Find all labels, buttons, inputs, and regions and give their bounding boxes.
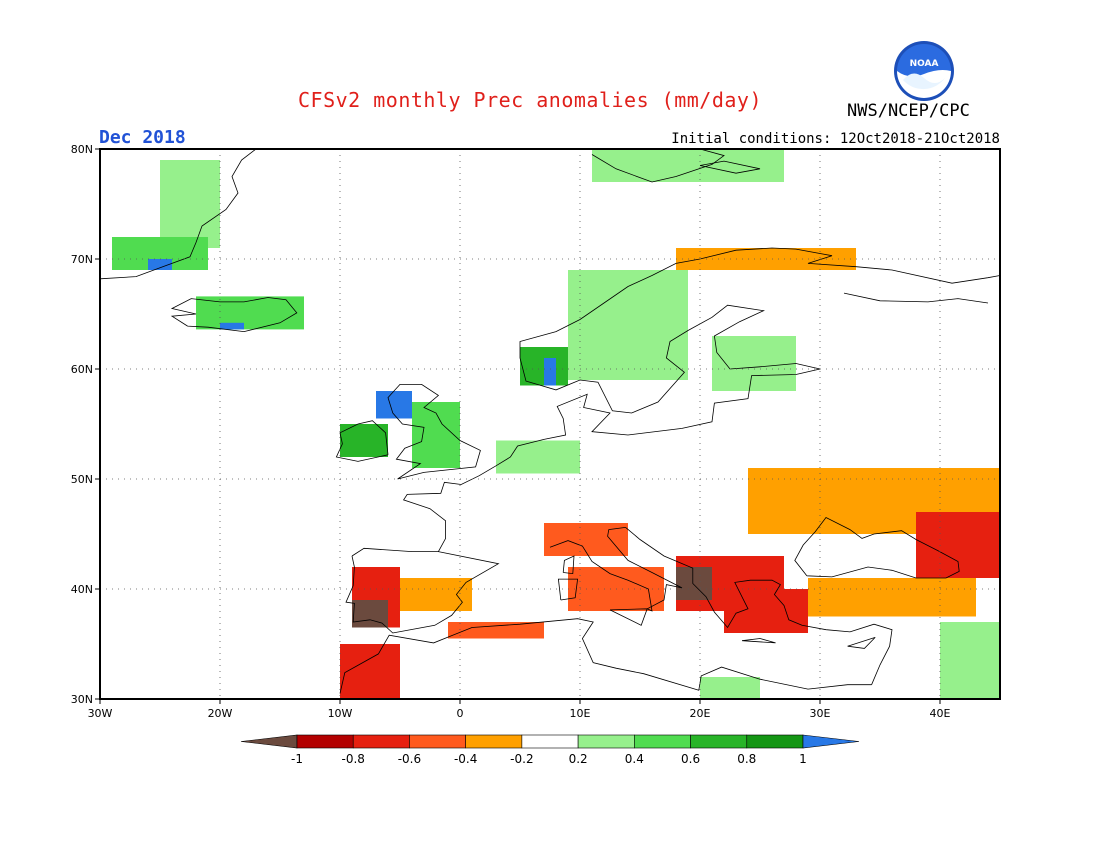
legend-label: -0.4 bbox=[454, 752, 477, 766]
coastline bbox=[843, 292, 989, 304]
coastline bbox=[591, 149, 725, 183]
coastline bbox=[999, 559, 1000, 561]
forecast-month: Dec 2018 bbox=[99, 127, 186, 148]
agency-label: NWS/NCEP/CPC bbox=[847, 101, 970, 121]
legend-swatch bbox=[690, 734, 748, 749]
legend-swatch bbox=[634, 734, 691, 749]
lat-tick-label: 70N bbox=[71, 253, 93, 266]
map-title: CFSv2 monthly Prec anomalies (mm/day) bbox=[297, 88, 763, 112]
coastline bbox=[100, 149, 257, 280]
lat-tick-label: 30N bbox=[71, 693, 93, 706]
anomaly-cell bbox=[544, 358, 556, 386]
coastline bbox=[557, 578, 579, 601]
anomaly-cell bbox=[448, 622, 544, 639]
coastlines bbox=[100, 149, 1000, 694]
legend-swatch bbox=[521, 734, 579, 749]
coastline bbox=[402, 368, 821, 552]
coastline bbox=[387, 384, 481, 480]
color-legend: -1 -0.8 -0.6 -0.4 -0.2 0.2 0.4 0.6 0.8 1 bbox=[240, 734, 860, 766]
anomaly-cell bbox=[400, 578, 472, 611]
noaa-logo-text: NOAA bbox=[910, 59, 939, 69]
lat-tick-label: 50N bbox=[71, 473, 93, 486]
anomaly-cell bbox=[676, 248, 856, 270]
anomaly-cell bbox=[568, 270, 688, 380]
anomaly-cell bbox=[748, 468, 1000, 534]
lon-tick-label: 10W bbox=[328, 707, 353, 720]
legend-label: -1 bbox=[291, 752, 303, 766]
legend-label: 0.8 bbox=[737, 752, 756, 766]
coastline bbox=[741, 638, 776, 644]
anomaly-cell bbox=[712, 336, 796, 391]
legend-swatch bbox=[465, 734, 523, 749]
initial-conditions-label: Initial conditions: 12Oct2018-21Oct2018 bbox=[671, 131, 1000, 147]
lon-tick-label: 20E bbox=[690, 707, 711, 720]
lon-tick-label: 40E bbox=[930, 707, 951, 720]
lon-tick-label: 30W bbox=[88, 707, 113, 720]
anomaly-cell bbox=[376, 391, 412, 419]
legend-label: 0.6 bbox=[681, 752, 700, 766]
legend-label: 0.4 bbox=[625, 752, 644, 766]
map-frame bbox=[99, 148, 1001, 700]
legend-swatch bbox=[577, 734, 635, 749]
anomaly-cell bbox=[916, 512, 1000, 578]
anomaly-cell bbox=[352, 600, 388, 628]
coastline bbox=[847, 637, 876, 649]
anomaly-cell bbox=[496, 440, 580, 474]
coastline bbox=[549, 527, 683, 612]
legend-swatch bbox=[409, 734, 466, 749]
legend-label: 0.2 bbox=[569, 752, 588, 766]
coastline bbox=[609, 608, 648, 626]
lon-tick-label: 10E bbox=[570, 707, 591, 720]
coastline bbox=[519, 247, 1000, 414]
axis-ticks: 30W 20W 10W 0 10E 20E 30E 40E 30N 40N 50N 60N 70N 80N bbox=[71, 143, 951, 720]
legend-swatch bbox=[802, 734, 860, 749]
coastline bbox=[170, 297, 298, 333]
anomaly-cell bbox=[412, 402, 460, 468]
lon-tick-label: 20W bbox=[208, 707, 233, 720]
legend-swatch bbox=[240, 734, 298, 749]
coastline bbox=[625, 527, 893, 685]
anomaly-cell bbox=[148, 259, 172, 270]
anomaly-cell bbox=[568, 567, 664, 611]
legend-label: 1 bbox=[799, 752, 807, 766]
anomaly-cell bbox=[160, 160, 220, 248]
anomaly-cell bbox=[340, 424, 388, 457]
anomaly-cell bbox=[220, 322, 244, 330]
anomaly-cell bbox=[352, 567, 400, 628]
lat-tick-label: 60N bbox=[71, 363, 93, 376]
legend-label: -0.8 bbox=[342, 752, 365, 766]
coastline bbox=[699, 160, 761, 174]
graticule bbox=[100, 149, 1000, 699]
anomaly-cell bbox=[700, 677, 760, 699]
lon-tick-label: 0 bbox=[457, 707, 464, 720]
anomaly-layer bbox=[112, 149, 1000, 699]
anomaly-cell bbox=[676, 567, 712, 600]
anomaly-cell bbox=[112, 237, 208, 270]
lon-tick-label: 30E bbox=[810, 707, 831, 720]
legend-swatch bbox=[352, 734, 410, 749]
map-background bbox=[100, 149, 1000, 699]
coastline bbox=[335, 420, 389, 462]
legend-swatch bbox=[296, 734, 354, 749]
legend-swatch bbox=[746, 734, 804, 749]
noaa-logo: NOAA bbox=[894, 41, 954, 101]
coastline bbox=[345, 547, 500, 634]
legend-label: -0.6 bbox=[398, 752, 421, 766]
anomaly-cell bbox=[196, 296, 304, 330]
anomaly-cell bbox=[676, 556, 784, 611]
anomaly-cell bbox=[592, 149, 784, 182]
lat-tick-label: 80N bbox=[71, 143, 93, 156]
anomaly-cell bbox=[724, 589, 808, 633]
anomaly-cell bbox=[520, 347, 568, 386]
anomaly-cell bbox=[808, 578, 976, 617]
coastline bbox=[794, 516, 960, 579]
legend-label: -0.2 bbox=[510, 752, 533, 766]
coastline bbox=[562, 555, 575, 575]
anomaly-cell bbox=[544, 523, 628, 556]
lat-tick-label: 40N bbox=[71, 583, 93, 596]
coastline bbox=[339, 618, 872, 694]
anomaly-cell bbox=[940, 622, 1000, 699]
anomaly-cell bbox=[340, 644, 400, 699]
